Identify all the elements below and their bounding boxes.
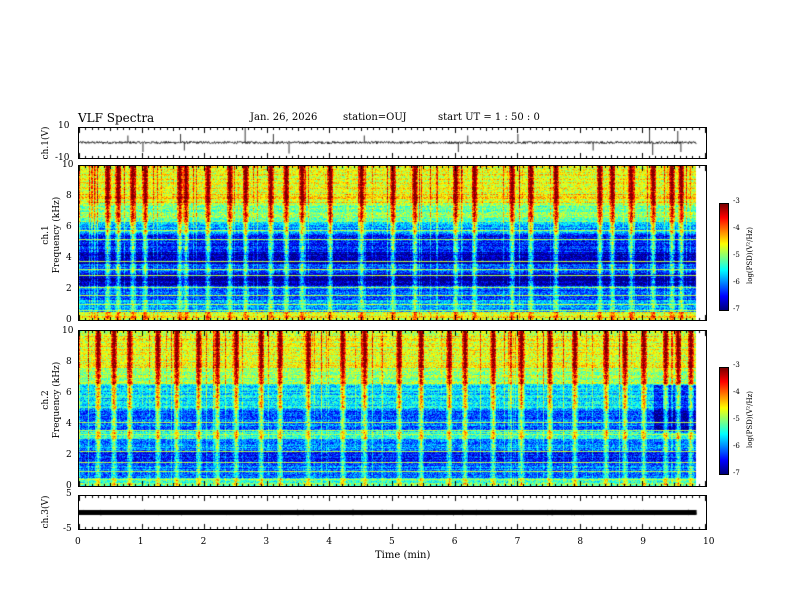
ch1-ytick-bottom: -10	[55, 153, 70, 163]
ch1-ftick-0: 0	[66, 315, 72, 325]
ch1-colorbar	[719, 203, 729, 311]
ch2-ftick-10: 10	[62, 326, 74, 336]
x-tick-label: 0	[75, 537, 81, 547]
ch2-ftick-0: 0	[66, 481, 72, 491]
cb2-tick-m5: -5	[733, 415, 740, 423]
ch1-ftick-2: 2	[66, 284, 72, 294]
ch2-spectrogram-image	[79, 331, 706, 486]
ch1-ftick-10: 10	[62, 160, 74, 170]
date-label: Jan. 26, 2026	[250, 112, 318, 123]
x-tick-label: 7	[514, 537, 521, 547]
ch2-ftick-4: 4	[66, 419, 72, 429]
ch1-spectrogram-panel	[78, 165, 707, 321]
ch2-colorbar-gradient	[720, 368, 728, 474]
ch3-waveform-ylabel: ch.3(V)	[41, 495, 51, 529]
x-tick-label: 2	[200, 537, 207, 547]
ch3-ytick-top: 5	[66, 489, 72, 499]
ch1-ftick-4: 4	[66, 253, 72, 263]
x-tick-label: 5	[389, 537, 395, 547]
ch2-spectrogram-panel	[78, 330, 707, 487]
ch3-waveform-trace	[79, 496, 706, 529]
x-tick-label: 4	[326, 537, 332, 547]
ch1-ytick-top: 10	[58, 121, 70, 131]
cb2-tick-m3: -3	[733, 361, 740, 369]
cb2-tick-m7: -7	[733, 469, 740, 477]
x-axis-label: Time (min)	[375, 550, 431, 561]
ch3-ytick-bottom: -5	[63, 524, 72, 534]
ch2-ftick-2: 2	[66, 450, 72, 460]
ch1-waveform-panel	[78, 127, 707, 159]
ch2-ftick-6: 6	[66, 388, 72, 398]
ch1-colorbar-gradient	[720, 204, 728, 310]
ch1-waveform-ylabel: ch.1(V)	[41, 126, 51, 160]
x-tick-label: 3	[263, 537, 270, 547]
cb2-label: log(PSD)(V²/Hz)	[746, 391, 754, 448]
cb1-tick-m4: -4	[733, 224, 740, 232]
station-label: station=OUJ	[343, 112, 407, 123]
x-tick-label: 8	[577, 537, 584, 547]
ch2-colorbar	[719, 367, 729, 475]
ch2-spectrogram-ylabel: ch.2 Frequency (kHz)	[41, 361, 62, 439]
cb1-label: log(PSD)(V²/Hz)	[746, 227, 754, 284]
ch1-ftick-8: 8	[66, 191, 72, 201]
ch1-ftick-6: 6	[66, 222, 72, 232]
x-tick-label: 1	[137, 537, 144, 547]
ch1-waveform-trace	[79, 128, 706, 158]
cb2-tick-m4: -4	[733, 388, 740, 396]
cb1-tick-m7: -7	[733, 305, 740, 313]
cb1-tick-m5: -5	[733, 251, 740, 259]
ch2-ftick-8: 8	[66, 357, 72, 367]
cb1-tick-m6: -6	[733, 278, 740, 286]
ch1-spectrogram-ylabel: ch.1 Frequency (kHz)	[41, 196, 62, 274]
cb1-tick-m3: -3	[733, 197, 740, 205]
x-tick-label: 6	[451, 537, 458, 547]
x-tick-label: 9	[640, 537, 646, 547]
ch3-waveform-panel	[78, 495, 707, 530]
ch1-spectrogram-image	[79, 166, 706, 320]
x-tick-label: 10	[703, 537, 715, 547]
start-time-label: start UT = 1 : 50 : 0	[438, 112, 540, 123]
chart-title: VLF Spectra	[78, 111, 155, 125]
cb2-tick-m6: -6	[733, 442, 740, 450]
